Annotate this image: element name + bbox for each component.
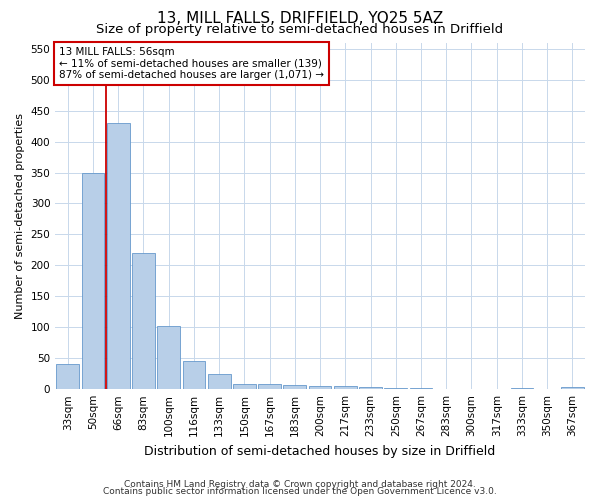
Y-axis label: Number of semi-detached properties: Number of semi-detached properties — [15, 113, 25, 319]
Text: Contains public sector information licensed under the Open Government Licence v3: Contains public sector information licen… — [103, 487, 497, 496]
Text: 13 MILL FALLS: 56sqm
← 11% of semi-detached houses are smaller (139)
87% of semi: 13 MILL FALLS: 56sqm ← 11% of semi-detac… — [59, 47, 324, 80]
Bar — [82, 172, 104, 389]
Bar — [385, 388, 407, 389]
Bar — [157, 326, 180, 389]
Bar — [410, 388, 433, 389]
Bar — [460, 388, 483, 389]
Bar — [107, 123, 130, 389]
Bar — [309, 386, 331, 389]
Text: Size of property relative to semi-detached houses in Driffield: Size of property relative to semi-detach… — [97, 22, 503, 36]
Bar — [561, 388, 584, 389]
Text: Contains HM Land Registry data © Crown copyright and database right 2024.: Contains HM Land Registry data © Crown c… — [124, 480, 476, 489]
Bar — [435, 388, 458, 389]
Bar — [233, 384, 256, 389]
Bar — [283, 386, 306, 389]
Text: 13, MILL FALLS, DRIFFIELD, YO25 5AZ: 13, MILL FALLS, DRIFFIELD, YO25 5AZ — [157, 11, 443, 26]
Bar — [208, 374, 230, 389]
Bar — [334, 386, 356, 389]
Bar — [56, 364, 79, 389]
Bar — [182, 362, 205, 389]
X-axis label: Distribution of semi-detached houses by size in Driffield: Distribution of semi-detached houses by … — [145, 444, 496, 458]
Bar — [258, 384, 281, 389]
Bar — [359, 388, 382, 389]
Bar — [511, 388, 533, 389]
Bar — [132, 253, 155, 389]
